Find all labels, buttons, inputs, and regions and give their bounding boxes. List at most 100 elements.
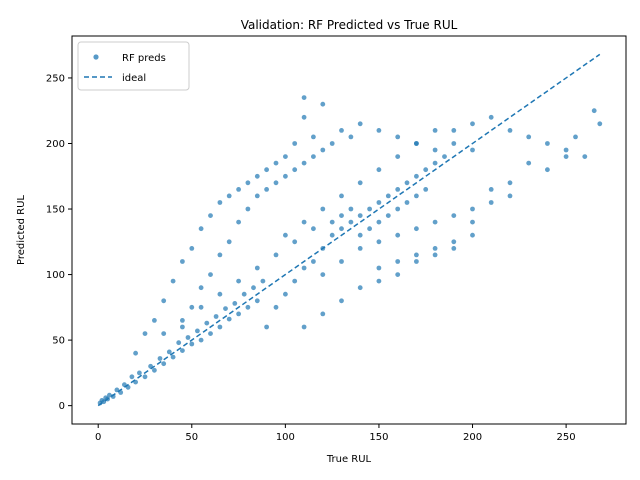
scatter-point: [180, 318, 185, 323]
scatter-point: [251, 285, 256, 291]
scatter-point: [320, 272, 326, 277]
scatter-point: [223, 306, 228, 311]
scatter-point: [414, 141, 419, 146]
scatter-point: [526, 160, 532, 166]
y-tick-label: 0: [59, 401, 65, 412]
scatter-point: [357, 285, 363, 291]
scatter-point: [311, 226, 316, 232]
scatter-point: [166, 349, 172, 355]
y-tick-label: 200: [46, 139, 65, 150]
scatter-point: [301, 114, 307, 120]
scatter-point: [245, 304, 251, 310]
x-axis-label: True RUL: [326, 454, 372, 465]
scatter-point: [470, 219, 475, 225]
scatter-point: [198, 337, 204, 343]
x-tick-label: 150: [369, 432, 388, 443]
scatter-point: [414, 173, 419, 179]
scatter-point: [180, 348, 185, 353]
scatter-point: [213, 314, 219, 319]
plot-area: [97, 53, 603, 407]
scatter-point: [311, 259, 316, 264]
scatter-point: [301, 219, 307, 225]
scatter-point: [376, 127, 382, 133]
scatter-point: [142, 374, 148, 380]
scatter-point: [292, 141, 298, 146]
scatter-point: [432, 219, 438, 225]
legend-marker-rf-preds: [93, 54, 99, 60]
scatter-point: [241, 291, 247, 297]
scatter-point: [208, 213, 213, 219]
scatter-point: [563, 147, 569, 153]
scatter-point: [376, 200, 382, 205]
y-tick-label: 50: [52, 336, 65, 347]
scatter-point: [195, 328, 200, 334]
scatter-point: [376, 278, 382, 284]
scatter-point: [395, 206, 401, 212]
legend-box: [77, 41, 190, 91]
scatter-point: [470, 232, 475, 238]
scatter-point: [189, 341, 195, 347]
scatter-point: [254, 265, 260, 271]
scatter-point: [385, 213, 391, 219]
scatter-point: [273, 252, 279, 258]
scatter-point: [283, 232, 288, 238]
scatter-point: [432, 252, 438, 258]
scatter-point: [292, 278, 298, 284]
legend: RF preds ideal: [77, 41, 190, 91]
scatter-point: [395, 187, 401, 192]
scatter-point: [414, 193, 419, 199]
scatter-point: [170, 354, 176, 360]
scatter-point: [357, 180, 363, 186]
scatter-point: [488, 187, 494, 192]
scatter-point: [283, 291, 288, 297]
scatter-point: [367, 206, 372, 212]
scatter-point: [545, 141, 550, 146]
scatter-point: [320, 206, 326, 212]
scatter-point: [339, 226, 344, 232]
scatter-point: [404, 200, 410, 205]
scatter-point: [161, 361, 167, 367]
scatter-point: [339, 213, 344, 219]
y-tick-label: 150: [46, 205, 65, 216]
scatter-point: [273, 160, 279, 166]
scatter-point: [204, 320, 210, 326]
scatter-point: [180, 259, 185, 264]
scatter-point: [176, 340, 182, 346]
scatter-point: [451, 213, 457, 219]
scatter-point: [582, 154, 588, 160]
scatter-point: [236, 219, 242, 225]
scatter-point: [376, 265, 382, 271]
scatter-point: [414, 252, 419, 258]
scatter-point: [301, 324, 307, 330]
scatter-point: [423, 167, 429, 173]
legend-label-rf-preds: RF preds: [122, 53, 166, 64]
scatter-point: [292, 167, 298, 173]
scatter-point: [236, 311, 242, 317]
x-axis: 0 50 100 150 200 250: [95, 424, 576, 443]
scatter-point: [404, 180, 410, 186]
scatter-point: [185, 335, 191, 340]
scatter-point: [198, 304, 204, 310]
scatter-point: [198, 285, 204, 291]
scatter-point: [254, 173, 260, 179]
scatter-point: [254, 193, 260, 199]
scatter-point: [133, 350, 139, 356]
x-tick-label: 0: [95, 432, 101, 443]
scatter-point: [198, 226, 204, 232]
scatter-point: [137, 370, 142, 376]
scatter-point: [236, 278, 242, 284]
ideal-line: [97, 53, 601, 407]
scatter-point: [376, 219, 382, 225]
scatter-point: [488, 114, 494, 120]
scatter-point: [451, 127, 457, 133]
scatter-point: [367, 226, 372, 232]
scatter-point: [273, 304, 279, 310]
y-axis: 0 50 100 150 200 250: [46, 73, 72, 412]
scatter-point: [320, 147, 326, 153]
scatter-point: [442, 154, 447, 160]
scatter-point: [157, 356, 163, 361]
x-tick-label: 50: [185, 432, 198, 443]
scatter-point: [217, 291, 223, 297]
scatter-point: [264, 167, 269, 173]
scatter-point: [357, 246, 363, 251]
